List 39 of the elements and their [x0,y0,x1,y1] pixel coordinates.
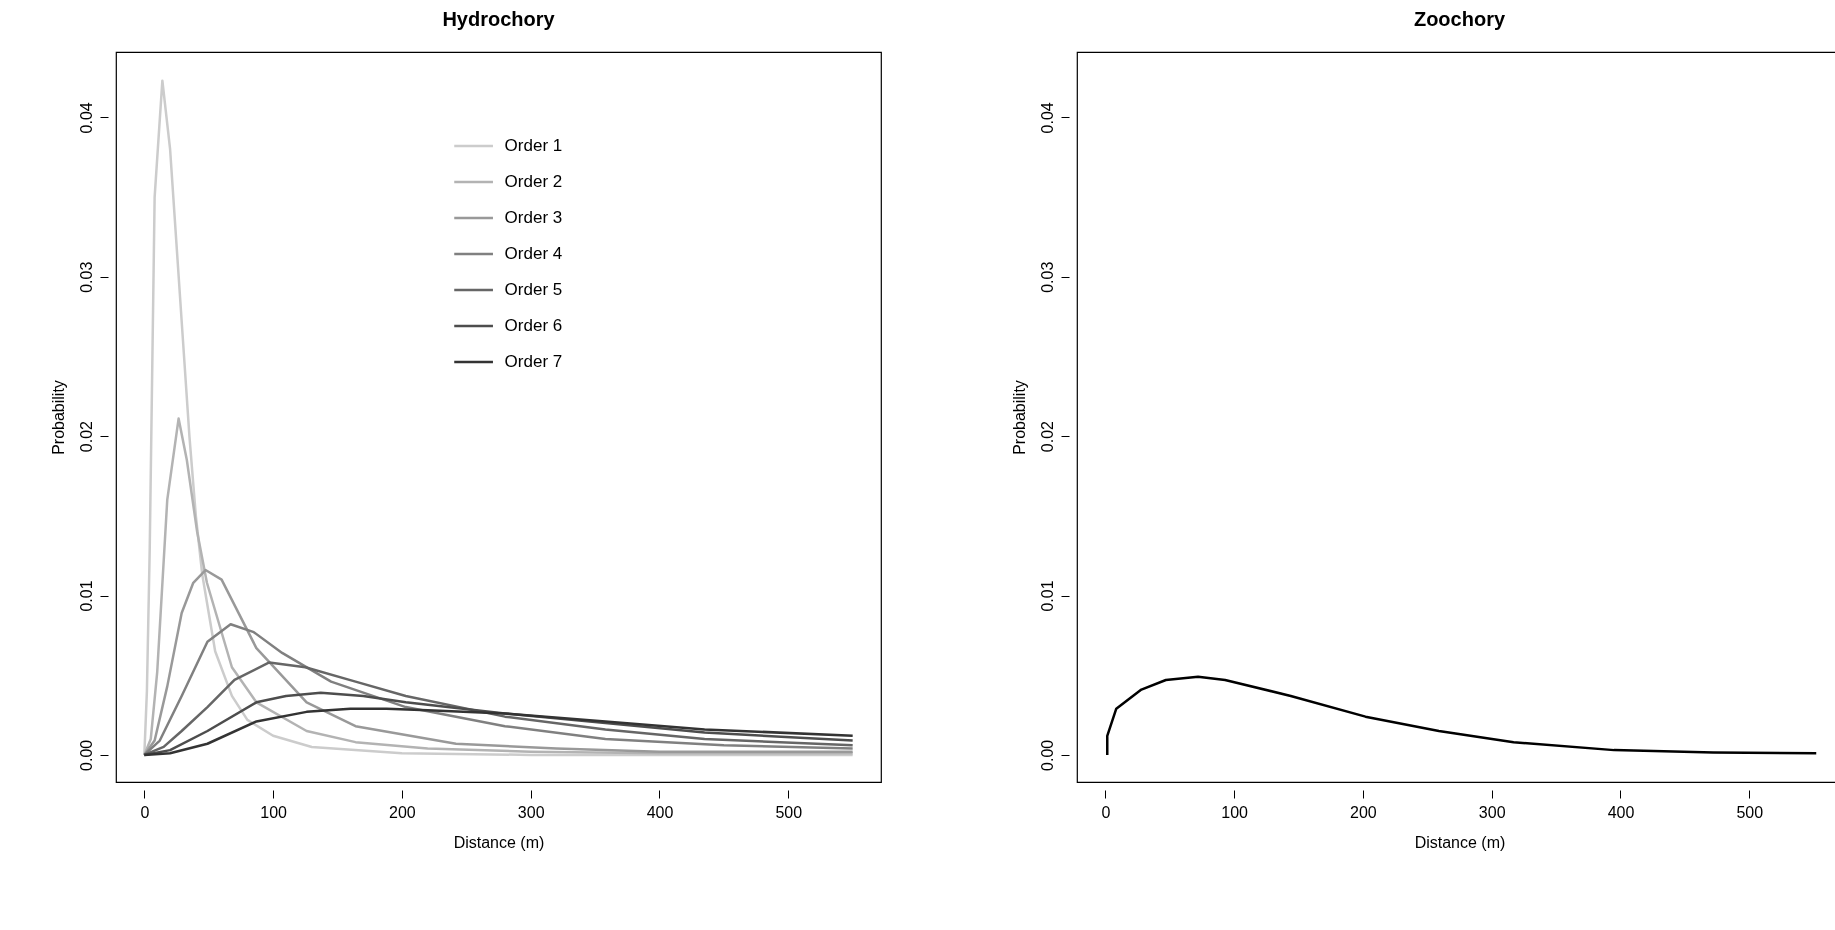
x-tick-label: 0 [1101,803,1111,821]
legend-label: Order 2 [504,172,563,191]
y-tick-label: 0.00 [77,739,95,771]
y-tick-label: 0.03 [1038,261,1056,293]
legend-label: Order 6 [504,316,563,335]
chart-title: Hydrochory [442,8,556,30]
y-axis-title: Probability [49,380,67,455]
legend-label: Order 3 [504,208,563,227]
y-tick-label: 0.01 [1038,580,1056,612]
x-axis-title: Distance (m) [453,833,545,851]
y-axis-title: Probability [1010,380,1028,455]
legend-label: Order 4 [504,244,563,263]
line-series [143,661,854,757]
x-axis-title: Distance (m) [1414,833,1506,851]
x-tick-label: 300 [1478,803,1506,821]
x-tick-label: 400 [1607,803,1635,821]
y-tick-label: 0.01 [77,580,95,612]
y-tick-label: 0.04 [77,102,95,134]
y-tick-label: 0.03 [77,261,95,293]
line-series [143,417,854,757]
legend-label: Order 7 [504,352,563,371]
x-tick-label: 0 [140,803,150,821]
chart-title: Zoochory [1413,8,1506,30]
x-tick-label: 100 [1221,803,1249,821]
x-tick-label: 200 [389,803,416,821]
y-tick-label: 0.00 [1038,739,1056,771]
line-series [143,707,854,757]
x-tick-label: 500 [1736,803,1764,821]
legend-label: Order 1 [504,136,563,155]
line-series [1106,675,1818,757]
x-tick-label: 400 [646,803,674,821]
x-tick-label: 300 [517,803,545,821]
x-tick-label: 100 [260,803,288,821]
legend-label: Order 5 [504,280,563,299]
y-tick-label: 0.02 [77,420,95,453]
x-tick-label: 500 [775,803,803,821]
y-tick-label: 0.02 [1038,420,1056,453]
y-tick-label: 0.04 [1038,102,1056,134]
x-tick-label: 200 [1350,803,1377,821]
